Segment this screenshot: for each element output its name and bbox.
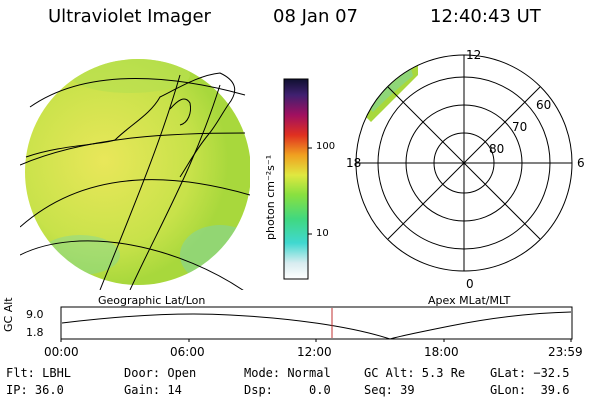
time-label: 12:40:43 UT (430, 6, 541, 27)
status-gain: Gain: 14 (124, 383, 182, 397)
altitude-timeline-plot (60, 306, 573, 342)
geographic-image-panel (20, 59, 250, 290)
instrument-title: Ultraviolet Imager (48, 6, 211, 27)
status-ip: IP: 36.0 (6, 383, 64, 397)
timeline-xtick-1200: 12:00 (297, 345, 332, 359)
mlat-label-60: 60 (536, 98, 552, 112)
colorbar-unit-label: photon cm⁻²s⁻¹ (264, 154, 277, 240)
colorbar (283, 78, 312, 280)
mlt-label-12: 12 (466, 48, 482, 62)
status-glat: GLat: −32.5 (490, 366, 570, 380)
status-dsp: Dsp: 0.0 (244, 383, 331, 397)
timeline-xtick-0000: 00:00 (44, 345, 79, 359)
status-mode: Mode: Normal (244, 366, 331, 380)
timeline-xtick-2359: 23:59 (548, 345, 583, 359)
timeline-xtick-1800: 18:00 (424, 345, 459, 359)
mlt-label-0: 0 (466, 277, 474, 291)
altitude-curve (61, 311, 572, 340)
polar-grid (355, 54, 573, 272)
mlt-label-18: 18 (346, 156, 362, 170)
timeline-ytick-min: 1.8 (26, 326, 44, 339)
status-seq: Seq: 39 (364, 383, 415, 397)
timeline-ylabel: GC Alt (2, 297, 15, 332)
status-glon: GLon: 39.6 (490, 383, 570, 397)
lat-lon-grid (20, 74, 250, 290)
colorbar-tick-10: 10 (316, 228, 329, 239)
date-label: 08 Jan 07 (273, 6, 358, 27)
status-gcalt: GC Alt: 5.3 Re (364, 366, 466, 380)
mlt-label-6: 6 (577, 156, 585, 170)
timeline-xtick-0600: 06:00 (170, 345, 205, 359)
polar-caption: Apex MLat/MLT (428, 294, 511, 307)
status-door: Door: Open (124, 366, 197, 380)
polar-mlat-mlt-panel (355, 54, 573, 272)
uv-image-disk (25, 59, 250, 285)
status-flt: Flt: LBHL (6, 366, 72, 380)
geo-caption: Geographic Lat/Lon (98, 294, 206, 307)
mlat-label-70: 70 (512, 120, 528, 134)
timeline-ytick-max: 9.0 (26, 308, 44, 321)
coastline (25, 72, 236, 178)
mlat-label-80: 80 (489, 142, 505, 156)
colorbar-tick-100: 100 (316, 141, 336, 152)
colorbar-gradient (283, 78, 309, 280)
